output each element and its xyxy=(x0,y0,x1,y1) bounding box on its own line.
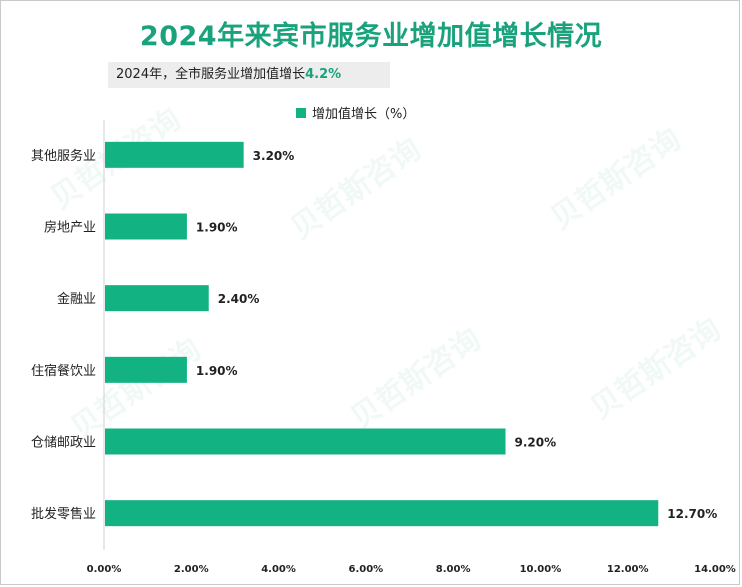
category-label: 仓储邮政业 xyxy=(31,436,96,451)
summary-text: 2024年，全市服务业增加值增长 xyxy=(116,67,306,82)
legend: 增加值增长（%） xyxy=(296,103,415,122)
bar xyxy=(105,141,244,168)
chart-title: 2024年来宾市服务业增加值增长情况 xyxy=(139,21,603,52)
x-tick-label: 2.00% xyxy=(174,564,209,575)
bar-value-label: 9.20% xyxy=(515,436,557,450)
watermark-text: 贝哲斯咨询 xyxy=(585,312,728,427)
summary-banner: 2024年，全市服务业增加值增长4.2% xyxy=(108,62,390,88)
x-tick-label: 4.00% xyxy=(261,564,296,575)
category-label: 金融业 xyxy=(57,291,96,307)
category-label: 住宿餐饮业 xyxy=(31,363,96,379)
x-tick-label: 12.00% xyxy=(607,564,649,575)
bar xyxy=(105,428,506,455)
legend-swatch xyxy=(296,107,306,118)
bars xyxy=(105,141,659,527)
watermark-text: 贝哲斯咨询 xyxy=(545,122,688,237)
bar-value-label: 1.90% xyxy=(196,364,238,378)
summary-value: 4.2% xyxy=(305,67,342,82)
category-label: 房地产业 xyxy=(44,220,96,236)
x-tick-label: 8.00% xyxy=(436,564,471,575)
bar xyxy=(105,213,187,240)
category-label: 其他服务业 xyxy=(31,148,96,164)
legend-label: 增加值增长（%） xyxy=(312,107,416,122)
bar-value-label: 3.20% xyxy=(253,149,295,163)
watermark-text: 贝哲斯咨询 xyxy=(345,322,488,437)
bar xyxy=(105,285,209,312)
bar-value-label: 12.70% xyxy=(667,507,717,521)
watermark-text: 贝哲斯咨询 xyxy=(285,132,428,247)
x-tick-label: 14.00% xyxy=(694,564,736,575)
x-axis-ticks: 0.00% 2.00% 4.00% 6.00% 8.00% 10.00% 12.00% 14.… xyxy=(87,564,736,575)
bar xyxy=(105,500,659,527)
bar xyxy=(105,356,187,383)
category-label: 批发零售业 xyxy=(31,506,96,522)
value-labels: 3.20% 1.90% 2.40% 1.90% 9.20% 12.70% xyxy=(196,149,717,521)
x-tick-label: 0.00% xyxy=(87,564,122,575)
bar-value-label: 2.40% xyxy=(218,292,260,306)
x-tick-label: 6.00% xyxy=(349,564,384,575)
x-tick-label: 10.00% xyxy=(520,564,562,575)
bar-value-label: 1.90% xyxy=(196,221,238,235)
